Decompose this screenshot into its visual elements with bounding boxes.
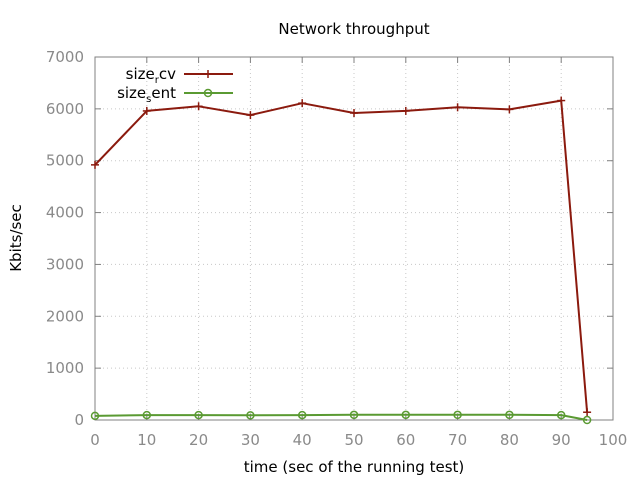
x-tick-label: 20 bbox=[189, 431, 208, 449]
series-line-size-rcv bbox=[94, 99, 589, 413]
x-tick-label: 60 bbox=[396, 431, 415, 449]
legend-marker-size-rcv bbox=[204, 70, 212, 78]
data-point-size-sent bbox=[90, 411, 100, 421]
legend-label-size-rcv: sizercv bbox=[126, 65, 176, 86]
y-tick-label: 3000 bbox=[46, 255, 84, 273]
x-tick-label: 40 bbox=[293, 431, 312, 449]
data-point-size-rcv bbox=[350, 109, 358, 118]
data-point-size-sent bbox=[556, 410, 566, 420]
y-axis-label: Kbits/sec bbox=[7, 204, 25, 272]
x-tick-label: 50 bbox=[344, 431, 363, 449]
data-point-size-rcv bbox=[505, 105, 514, 114]
y-tick-label: 7000 bbox=[46, 48, 84, 66]
chart-title: Network throughput bbox=[278, 20, 429, 38]
y-tick-label: 0 bbox=[74, 411, 84, 429]
data-point-size-rcv bbox=[453, 103, 462, 112]
legend-marker-size-sent bbox=[203, 88, 213, 98]
legend: sizercv sizesent bbox=[117, 65, 233, 105]
data-point-size-sent bbox=[246, 411, 255, 420]
x-axis-label: time (sec of the running test) bbox=[244, 458, 465, 476]
data-point-size-sent bbox=[505, 410, 514, 420]
series-size-sent bbox=[90, 410, 592, 425]
y-tick-label: 2000 bbox=[46, 307, 84, 325]
data-point-size-rcv bbox=[91, 160, 99, 169]
x-tick-labels: 0 10 20 30 40 50 60 70 80 90 100 bbox=[90, 431, 627, 449]
data-point-size-rcv bbox=[298, 99, 307, 108]
x-tick-label: 70 bbox=[448, 431, 467, 449]
y-tick-label: 5000 bbox=[46, 152, 84, 170]
x-tick-label: 80 bbox=[500, 431, 519, 449]
data-point-size-sent bbox=[297, 410, 307, 420]
data-point-size-sent bbox=[453, 410, 462, 420]
x-tick-label: 100 bbox=[599, 431, 628, 449]
series-line-size-sent bbox=[94, 413, 588, 421]
data-point-size-rcv bbox=[246, 111, 255, 120]
series-size-rcv bbox=[91, 96, 592, 417]
data-point-size-sent bbox=[349, 410, 359, 420]
data-point-size-rcv bbox=[557, 96, 566, 105]
data-point-size-sent bbox=[582, 415, 592, 425]
y-tick-label: 4000 bbox=[46, 204, 84, 222]
x-tick-label: 0 bbox=[90, 431, 100, 449]
series-layer bbox=[90, 96, 592, 425]
y-tick-labels: 0 1000 2000 3000 4000 5000 6000 7000 bbox=[46, 48, 84, 429]
y-tick-label: 1000 bbox=[46, 359, 84, 377]
data-point-size-rcv bbox=[401, 106, 410, 115]
data-point-size-sent bbox=[142, 410, 152, 420]
data-point-size-sent bbox=[194, 410, 203, 420]
data-point-size-rcv bbox=[142, 106, 151, 115]
data-point-size-rcv bbox=[583, 408, 592, 417]
x-tick-label: 90 bbox=[552, 431, 571, 449]
data-point-size-sent bbox=[401, 410, 411, 420]
data-point-size-rcv bbox=[194, 102, 203, 111]
legend-label-size-sent: sizesent bbox=[117, 84, 176, 105]
x-tick-label: 30 bbox=[241, 431, 260, 449]
y-tick-label: 6000 bbox=[46, 100, 84, 118]
x-tick-label: 10 bbox=[137, 431, 156, 449]
